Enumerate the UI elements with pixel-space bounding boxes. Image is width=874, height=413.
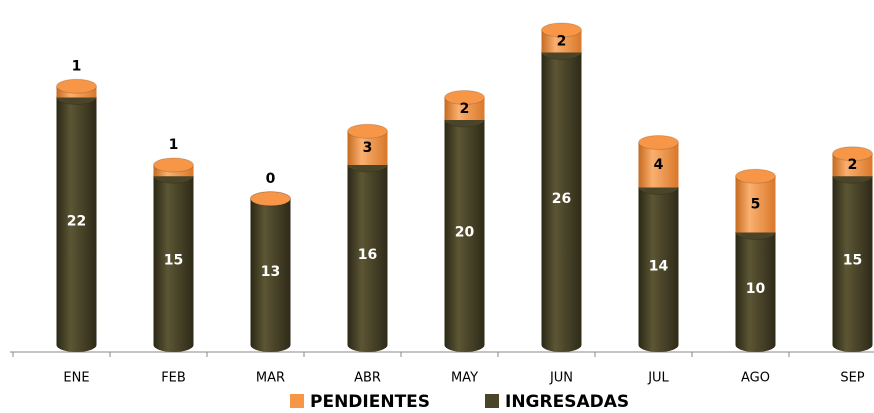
bar-segment [347,165,388,345]
bar-segment [541,52,582,345]
data-label: 3 [363,140,373,156]
cylinder-top [347,123,388,139]
x-tick-label: ENE [63,371,89,386]
data-label: 15 [164,253,183,269]
data-label: 13 [261,264,280,280]
bar-segment [638,187,679,345]
data-label: 5 [751,196,761,212]
data-label: 1 [72,58,82,74]
legend-label: INGRESADAS [505,392,629,412]
data-label: 16 [358,247,377,263]
legend-swatch [485,394,499,408]
cylinder-top [638,135,679,150]
bar-segment [444,120,485,345]
cylinder-top [541,22,582,38]
data-label: 20 [455,225,475,241]
bar-segment [735,176,776,233]
cylinder-top [250,191,291,207]
x-tick-label: JUN [549,371,573,386]
x-tick-label: SEP [840,371,864,386]
x-tick-label: MAY [451,371,478,386]
data-label: 2 [460,101,470,117]
bar-segment [56,97,97,345]
x-tick-label: ABR [354,371,381,386]
x-tick-label: FEB [161,371,186,386]
legend-label: PENDIENTES [310,392,430,412]
data-label: 10 [746,281,766,297]
bar-segment [735,232,776,345]
cylinder-top [56,78,97,94]
data-label: 15 [843,253,862,269]
cylinder-top [444,90,485,105]
data-label: 4 [654,157,664,173]
data-label: 2 [557,33,567,49]
x-tick-label: AGO [741,371,770,386]
data-label: 2 [848,157,858,173]
data-label: 22 [67,213,86,229]
cylinder-top [832,146,873,162]
x-tick-label: MAR [256,371,285,386]
bar-segment [250,198,291,345]
data-label: 14 [649,258,669,274]
cylinder-top [735,168,776,184]
cylinder-top [153,157,194,173]
data-label: 26 [552,191,571,207]
legend-swatch [290,394,304,408]
x-tick-label: JUL [647,371,669,386]
bar-segment [832,176,873,345]
bar-segment [153,176,194,345]
data-label: 1 [169,137,179,153]
bar-segment [638,142,679,188]
data-label: 0 [266,171,276,187]
